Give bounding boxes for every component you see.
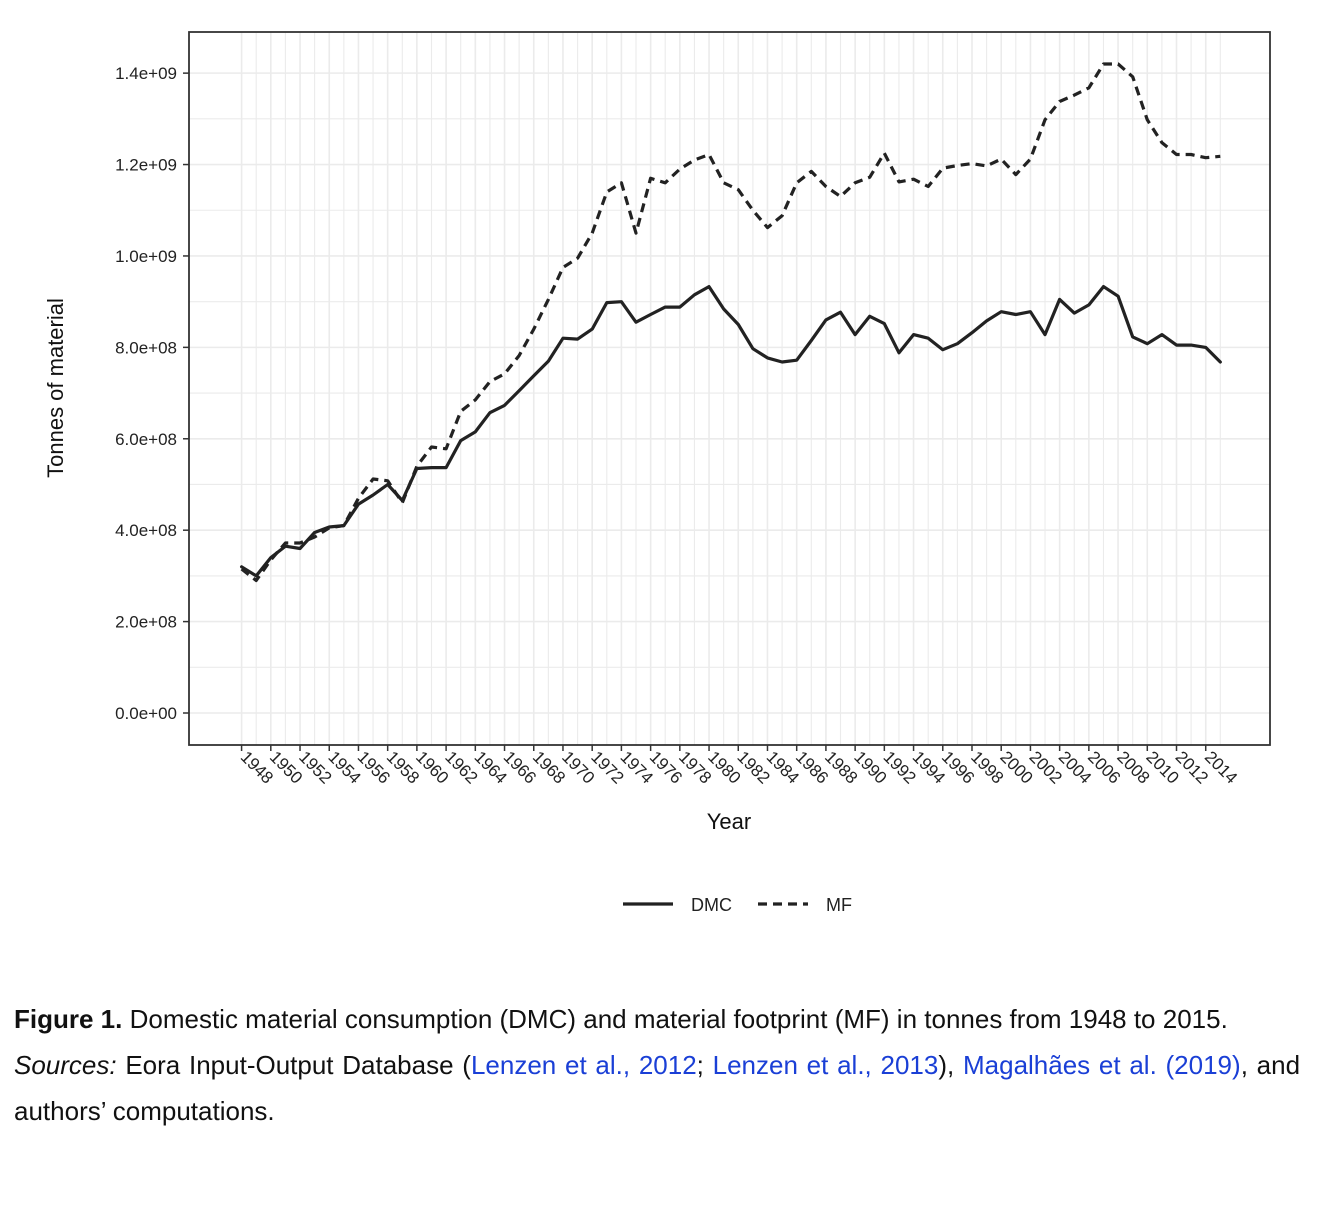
series-line-mf [240, 62, 1221, 583]
x-tick-label: 1990 [850, 747, 890, 787]
grid [189, 32, 1270, 745]
x-tick-label: 1992 [880, 747, 920, 787]
x-tick-label: 2012 [1172, 747, 1212, 787]
sources-label: Sources: [14, 1050, 117, 1080]
figure-caption: Figure 1. Domestic material consumption … [14, 996, 1300, 1134]
x-tick-label: 1980 [704, 747, 744, 787]
x-tick-label: 1976 [646, 747, 686, 787]
caption-label: Figure 1. [14, 1004, 123, 1034]
x-tick-label: 2000 [996, 747, 1036, 787]
x-tick-label: 1966 [500, 747, 540, 787]
x-tick-label: 1960 [412, 747, 452, 787]
x-tick-label: 1998 [967, 747, 1007, 787]
y-tick-label: 1.0e+09 [115, 247, 177, 266]
x-tick-label: 2002 [1026, 747, 1066, 787]
x-tick-label: 2004 [1055, 747, 1095, 787]
x-tick-label: 1968 [529, 747, 569, 787]
y-tick-label: 1.4e+09 [115, 64, 177, 83]
y-axis: 0.0e+00 2.0e+08 4.0e+08 6.0e+08 8.0e+08 1.0e+… [115, 64, 189, 723]
x-tick-label: 1984 [763, 747, 803, 787]
sources-text-4: , and authors’ computations. [14, 1050, 1301, 1126]
x-tick-label: 2006 [1084, 747, 1124, 787]
plot-frame [188, 31, 1271, 746]
sources-text-2: ; [696, 1050, 713, 1080]
x-tick-label: 1952 [295, 747, 335, 787]
x-tick-label: 1972 [587, 747, 627, 787]
x-tick-label: 1978 [675, 747, 715, 787]
x-tick-label: 1954 [324, 747, 364, 787]
x-tick-label: 1994 [909, 747, 949, 787]
x-axis-title: Year [707, 809, 751, 834]
y-tick-label: 6.0e+08 [115, 430, 177, 449]
y-tick-label: 0.0e+00 [115, 704, 177, 723]
x-tick-label: 2010 [1142, 747, 1182, 787]
chart: 0.0e+00 2.0e+08 4.0e+08 6.0e+08 8.0e+08 1.0e+… [43, 31, 1271, 915]
x-tick-label: 1982 [733, 747, 773, 787]
x-axis: 1948195019521954195619581960196219641966… [237, 745, 1241, 788]
legend-label-mf: MF [826, 895, 852, 915]
sources-text-1: Eora Input-Output Database ( [116, 1050, 471, 1080]
caption-title: Figure 1. Domestic material consumption … [14, 996, 1300, 1042]
citation-link-lenzen-2012[interactable]: Lenzen et al., 2012 [470, 1050, 697, 1080]
x-tick-label: 1950 [266, 747, 306, 787]
x-tick-label: 1956 [354, 747, 394, 787]
legend: DMC MF [623, 895, 852, 915]
sources-text-3: ), [938, 1050, 963, 1080]
citation-link-magalhaes-2019[interactable]: Magalhães et al. (2019) [962, 1050, 1241, 1080]
caption-sources: Sources: Eora Input-Output Database (Len… [14, 1042, 1300, 1134]
x-tick-label: 1964 [470, 747, 510, 787]
y-tick-label: 1.2e+09 [115, 156, 177, 175]
legend-label-dmc: DMC [691, 895, 732, 915]
x-tick-label: 1962 [441, 747, 481, 787]
citation-link-lenzen-2013[interactable]: Lenzen et al., 2013 [712, 1050, 939, 1080]
y-axis-title: Tonnes of material [43, 298, 68, 478]
x-tick-label: 1958 [383, 747, 423, 787]
series-group [240, 62, 1222, 583]
caption-text: Domestic material consumption (DMC) and … [122, 1004, 1228, 1034]
x-tick-label: 1988 [821, 747, 861, 787]
x-tick-label: 1986 [792, 747, 832, 787]
y-tick-label: 2.0e+08 [115, 613, 177, 632]
x-tick-label: 2014 [1201, 747, 1241, 787]
x-tick-label: 1970 [558, 747, 598, 787]
x-tick-label: 2008 [1113, 747, 1153, 787]
x-tick-label: 1996 [938, 747, 978, 787]
y-tick-label: 4.0e+08 [115, 521, 177, 540]
y-tick-label: 8.0e+08 [115, 338, 177, 357]
x-tick-label: 1948 [237, 747, 277, 787]
x-tick-label: 1974 [617, 747, 657, 787]
